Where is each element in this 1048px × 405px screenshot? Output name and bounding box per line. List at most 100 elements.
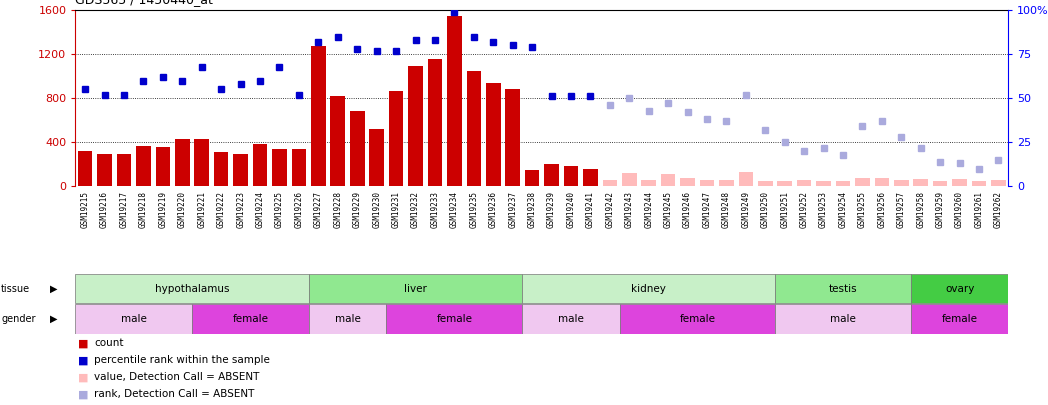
Text: GSM19254: GSM19254 <box>838 191 848 228</box>
Bar <box>933 181 947 186</box>
Bar <box>175 139 190 186</box>
Bar <box>619 305 774 334</box>
Text: count: count <box>94 338 124 348</box>
Text: GSM19249: GSM19249 <box>741 191 750 228</box>
Bar <box>816 181 831 186</box>
Text: GSM19228: GSM19228 <box>333 191 343 228</box>
Bar <box>350 111 365 186</box>
Text: GSM19226: GSM19226 <box>294 191 304 228</box>
Text: ■: ■ <box>78 389 88 399</box>
Text: GSM19259: GSM19259 <box>936 191 944 228</box>
Bar <box>641 180 656 186</box>
Bar <box>234 154 248 186</box>
Bar <box>680 178 695 186</box>
Bar <box>195 139 209 186</box>
Bar <box>505 90 520 186</box>
Text: GSM19262: GSM19262 <box>994 191 1003 228</box>
Text: female: female <box>436 314 473 324</box>
Bar <box>914 179 929 186</box>
Text: GSM19238: GSM19238 <box>527 191 537 228</box>
Bar <box>971 181 986 186</box>
Text: GSM19235: GSM19235 <box>470 191 478 228</box>
Text: ▶: ▶ <box>50 284 58 294</box>
Text: GSM19252: GSM19252 <box>800 191 809 228</box>
Bar <box>991 180 1006 186</box>
Text: testis: testis <box>829 284 857 294</box>
Text: GSM19224: GSM19224 <box>256 191 264 228</box>
Bar <box>75 305 192 334</box>
Text: ■: ■ <box>78 372 88 382</box>
Bar <box>758 181 772 186</box>
Text: gender: gender <box>1 314 36 324</box>
Bar <box>875 178 889 186</box>
Text: GSM19222: GSM19222 <box>217 191 225 228</box>
Text: GSM19240: GSM19240 <box>567 191 575 228</box>
Bar <box>78 151 92 186</box>
Bar <box>155 147 170 186</box>
Text: female: female <box>233 314 268 324</box>
Bar <box>97 154 112 186</box>
Bar <box>330 96 345 186</box>
Bar <box>387 305 522 334</box>
Text: male: male <box>334 314 361 324</box>
Text: male: male <box>830 314 856 324</box>
Text: rank, Detection Call = ABSENT: rank, Detection Call = ABSENT <box>94 389 255 399</box>
Text: GDS565 / 1450440_at: GDS565 / 1450440_at <box>75 0 214 6</box>
Bar <box>272 149 287 186</box>
Text: GSM19253: GSM19253 <box>820 191 828 228</box>
Text: GSM19234: GSM19234 <box>450 191 459 228</box>
Text: GSM19256: GSM19256 <box>877 191 887 228</box>
Text: GSM19216: GSM19216 <box>101 191 109 228</box>
Text: GSM19233: GSM19233 <box>431 191 439 228</box>
Text: tissue: tissue <box>1 284 30 294</box>
Text: kidney: kidney <box>631 284 667 294</box>
Text: GSM19248: GSM19248 <box>722 191 730 228</box>
Text: GSM19251: GSM19251 <box>780 191 789 228</box>
Text: GSM19218: GSM19218 <box>139 191 148 228</box>
Text: GSM19250: GSM19250 <box>761 191 770 228</box>
Text: ■: ■ <box>78 355 88 365</box>
Text: GSM19242: GSM19242 <box>606 191 614 228</box>
Bar <box>522 305 619 334</box>
Text: GSM19225: GSM19225 <box>275 191 284 228</box>
Text: GSM19219: GSM19219 <box>158 191 168 228</box>
Bar <box>311 47 326 186</box>
Text: GSM19241: GSM19241 <box>586 191 595 228</box>
Bar <box>894 180 909 186</box>
Text: GSM19239: GSM19239 <box>547 191 556 228</box>
Text: GSM19231: GSM19231 <box>392 191 400 228</box>
Text: GSM19255: GSM19255 <box>858 191 867 228</box>
Text: GSM19236: GSM19236 <box>488 191 498 228</box>
Bar <box>544 164 559 186</box>
Text: GSM19260: GSM19260 <box>955 191 964 228</box>
Text: GSM19258: GSM19258 <box>916 191 925 228</box>
Bar <box>486 83 501 186</box>
Text: hypothalamus: hypothalamus <box>155 284 230 294</box>
Bar <box>796 180 811 186</box>
Bar <box>774 305 911 334</box>
Bar <box>621 173 636 186</box>
Bar <box>835 181 850 186</box>
Bar <box>719 180 734 186</box>
Bar <box>953 179 967 186</box>
Bar <box>774 274 911 303</box>
Text: male: male <box>558 314 584 324</box>
Text: ▶: ▶ <box>50 314 58 324</box>
Bar <box>116 154 131 186</box>
Bar <box>583 168 597 186</box>
Text: female: female <box>941 314 978 324</box>
Bar <box>466 71 481 186</box>
Text: GSM19221: GSM19221 <box>197 191 206 228</box>
Text: GSM19257: GSM19257 <box>897 191 905 228</box>
Text: GSM19237: GSM19237 <box>508 191 517 228</box>
Text: GSM19261: GSM19261 <box>975 191 983 228</box>
Text: female: female <box>679 314 716 324</box>
Text: GSM19246: GSM19246 <box>683 191 692 228</box>
Text: GSM19215: GSM19215 <box>81 191 90 228</box>
Bar <box>75 274 308 303</box>
Text: GSM19244: GSM19244 <box>645 191 653 228</box>
Text: GSM19243: GSM19243 <box>625 191 634 228</box>
Bar <box>291 149 306 186</box>
Text: GSM19217: GSM19217 <box>119 191 129 228</box>
Bar <box>522 274 774 303</box>
